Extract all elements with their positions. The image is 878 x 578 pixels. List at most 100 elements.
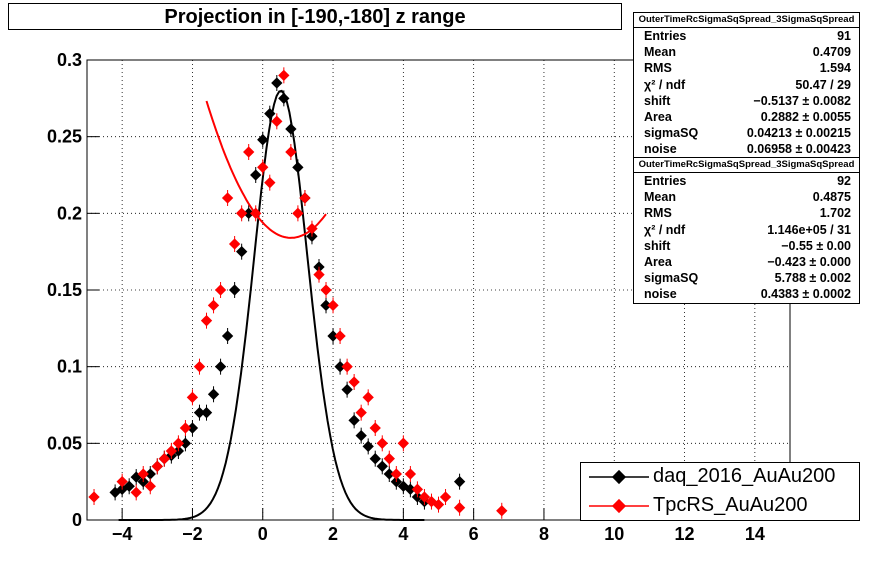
data-point-daq xyxy=(228,284,241,296)
y-tick-label: 0.05 xyxy=(47,433,82,453)
stats-value: 5.788 ± 0.002 xyxy=(774,271,851,286)
stats-label: shift xyxy=(644,238,671,253)
data-point-tpc xyxy=(383,453,395,465)
legend: daq_2016_AuAu200 TpcRS_AuAu200 xyxy=(580,462,860,521)
data-point-tpc xyxy=(313,269,325,281)
data-point-tpc xyxy=(137,468,149,480)
x-tick-label: 2 xyxy=(328,524,338,544)
stats-value: 1.146e+05 / 31 xyxy=(767,222,851,237)
stats-label: Entries xyxy=(644,29,687,43)
x-tick-label: 10 xyxy=(604,524,624,544)
data-point-tpc xyxy=(327,299,339,312)
stats-row: noise 0.06958 ± 0.00423 xyxy=(634,141,859,157)
data-point-tpc xyxy=(235,207,248,219)
data-point-tpc xyxy=(453,502,466,514)
y-tick-label: 0 xyxy=(72,510,82,530)
data-point-tpc xyxy=(439,491,452,503)
stats-row: sigmaSQ 0.04213 ± 0.00215 xyxy=(634,125,859,141)
stats-label: sigmaSQ xyxy=(644,126,699,141)
stats-value: 92 xyxy=(837,174,851,188)
stats-row: Area 0.2882 ± 0.0055 xyxy=(634,109,859,125)
data-point-tpc xyxy=(334,330,346,342)
data-point-tpc xyxy=(193,361,206,373)
data-point-tpc xyxy=(397,437,409,449)
data-point-tpc xyxy=(369,422,381,434)
stats-label: Area xyxy=(644,109,672,124)
stats-label: sigmaSQ xyxy=(644,271,699,286)
data-point-tpc xyxy=(362,391,374,403)
stats-value: 0.06958 ± 0.00423 xyxy=(746,142,851,157)
y-tick-label: 0.2 xyxy=(57,203,82,223)
stats-row: noise 0.4383 ± 0.0002 xyxy=(634,286,859,302)
stats-label: shift xyxy=(644,93,671,108)
stats-label: χ² / ndf xyxy=(644,222,686,237)
x-tick-label: 6 xyxy=(469,524,479,544)
data-point-daq xyxy=(257,134,269,146)
data-point-tpc xyxy=(411,483,424,495)
data-point-daq xyxy=(362,440,374,453)
data-point-tpc xyxy=(151,460,163,472)
legend-entry-daq: daq_2016_AuAu200 xyxy=(581,463,859,491)
stats-value: 0.4383 ± 0.0002 xyxy=(760,287,851,302)
stats-value: 0.4875 xyxy=(812,190,851,205)
data-point-tpc xyxy=(186,391,199,404)
data-point-tpc xyxy=(271,115,283,127)
data-point-tpc xyxy=(243,146,255,158)
data-point-tpc xyxy=(348,376,360,388)
data-point-tpc xyxy=(299,192,311,204)
stats-row: Mean 0.4709 xyxy=(634,44,859,60)
data-point-daq xyxy=(186,422,199,434)
stats-row: Mean 0.4875 xyxy=(634,189,859,205)
stats-value: −0.423 ± 0.000 xyxy=(767,254,851,269)
data-point-tpc xyxy=(179,422,192,434)
stats-label: Area xyxy=(644,254,672,269)
data-point-tpc xyxy=(404,468,417,480)
stats-row: Entries 91 xyxy=(634,28,859,44)
stats-value: 0.2882 ± 0.0055 xyxy=(760,109,851,124)
data-point-daq xyxy=(383,468,395,480)
stats-row: Entries 92 xyxy=(634,173,859,189)
data-point-tpc xyxy=(390,468,402,480)
data-point-daq xyxy=(271,77,283,89)
legend-marker-tpc xyxy=(589,498,649,514)
data-point-tpc xyxy=(320,284,332,296)
x-tick-label: 14 xyxy=(745,524,765,544)
stats-label: noise xyxy=(644,142,677,157)
data-point-tpc xyxy=(228,238,241,250)
data-point-tpc xyxy=(130,486,142,499)
y-tick-label: 0.15 xyxy=(47,280,82,300)
stats-label: Mean xyxy=(644,190,676,205)
data-point-daq xyxy=(221,330,234,342)
stats-row: RMS 1.594 xyxy=(634,60,859,76)
data-point-tpc xyxy=(88,491,100,503)
data-point-daq xyxy=(348,414,360,427)
stats-value: 0.04213 ± 0.00215 xyxy=(746,126,851,141)
data-point-daq xyxy=(250,169,262,181)
data-point-daq xyxy=(453,476,466,488)
x-tick-label: −2 xyxy=(182,524,203,544)
stats-label: Entries xyxy=(644,174,687,188)
data-point-daq xyxy=(236,245,248,258)
stats-row: χ² / ndf 1.146e+05 / 31 xyxy=(634,222,859,238)
data-point-tpc xyxy=(264,177,276,189)
legend-label: daq_2016_AuAu200 xyxy=(653,465,836,487)
data-point-tpc xyxy=(214,284,227,296)
data-point-daq xyxy=(243,207,255,219)
x-tick-label: 12 xyxy=(675,524,695,544)
y-tick-label: 0.3 xyxy=(57,50,82,70)
x-tick-label: 8 xyxy=(539,524,549,544)
stats-row: RMS 1.702 xyxy=(634,205,859,221)
stats-value: 0.4709 xyxy=(812,45,851,60)
stats-label: Mean xyxy=(644,45,676,60)
stats-row: sigmaSQ 5.788 ± 0.002 xyxy=(634,270,859,286)
stats-label: χ² / ndf xyxy=(644,77,686,92)
stats-label: noise xyxy=(644,287,677,302)
stats-value: 91 xyxy=(837,29,851,43)
data-point-tpc xyxy=(418,491,431,503)
fit-curve-tpc xyxy=(205,100,327,239)
data-point-tpc xyxy=(200,315,213,327)
data-point-daq xyxy=(214,360,227,373)
stats-box-header: OuterTimeRcSigmaSqSpread_3SigmaSqSpread xyxy=(634,13,859,28)
data-point-tpc xyxy=(306,222,318,235)
data-point-tpc xyxy=(207,299,220,312)
